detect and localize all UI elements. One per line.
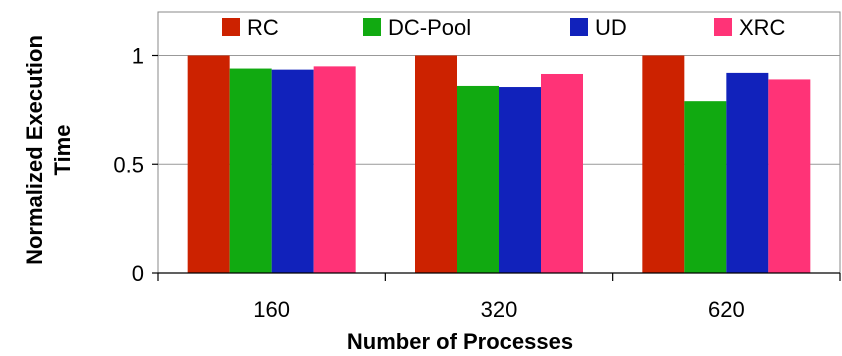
legend-swatch-0 [222, 18, 240, 36]
y-axis-title-line-1: Normalized Execution [22, 35, 47, 265]
bar-rc-320 [415, 55, 457, 273]
bar-dc-pool-620 [684, 101, 727, 273]
legend-label-3: XRC [739, 15, 786, 40]
x-tick-label-0: 160 [253, 297, 290, 322]
x-axis-title: Number of Processes [347, 329, 573, 354]
y-tick-label-2: 1 [132, 44, 144, 69]
x-tick-label-2: 620 [708, 297, 745, 322]
y-axis-title: Normalized Execution Time [22, 35, 75, 265]
bar-xrc-160 [313, 66, 356, 273]
legend-label-2: UD [595, 15, 627, 40]
legend-swatch-2 [570, 18, 588, 36]
bar-dc-pool-160 [229, 68, 272, 273]
y-axis-title-line-2: Time [50, 125, 75, 176]
y-axis-ticks: 00.51 [113, 44, 158, 286]
bar-rc-160 [187, 55, 230, 273]
bar-ud-320 [499, 87, 541, 273]
bar-ud-620 [726, 72, 769, 274]
bar-xrc-620 [768, 79, 811, 273]
y-tick-label-1: 0.5 [113, 152, 144, 177]
legend: RC DC-Pool UD XRC [222, 15, 786, 40]
x-tick-label-1: 320 [481, 297, 518, 322]
y-tick-label-0: 0 [132, 261, 144, 286]
bars-group [187, 55, 811, 274]
legend-swatch-3 [714, 18, 732, 36]
legend-swatch-1 [363, 18, 381, 36]
bar-xrc-320 [541, 73, 583, 273]
legend-label-0: RC [247, 15, 279, 40]
bar-rc-620 [642, 55, 685, 273]
bar-dc-pool-320 [457, 85, 499, 273]
legend-label-1: DC-Pool [388, 15, 471, 40]
bar-ud-160 [271, 69, 314, 273]
x-axis-ticks: 160 320 620 [157, 273, 841, 322]
